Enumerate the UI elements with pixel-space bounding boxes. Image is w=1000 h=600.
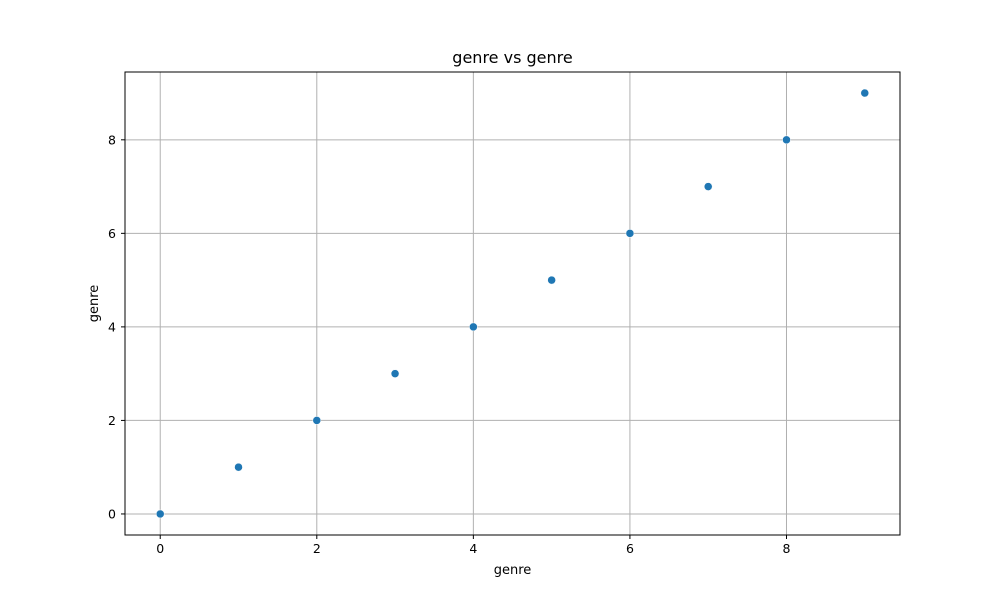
data-point <box>860 88 870 98</box>
data-point <box>312 416 322 425</box>
data-point <box>703 182 713 191</box>
y-tick-label: 2 <box>108 413 116 428</box>
x-tick-label: 4 <box>469 541 477 556</box>
x-tick-label: 6 <box>626 541 634 556</box>
axis-ticks: 0 2 4 6 8 0 2 4 6 8 <box>108 132 790 556</box>
data-point <box>155 509 165 519</box>
y-tick-label: 6 <box>108 226 116 241</box>
data-point <box>782 135 791 145</box>
x-tick-label: 8 <box>783 541 791 556</box>
y-tick-label: 0 <box>108 506 116 521</box>
plot-area-frame <box>124 71 901 536</box>
data-point <box>547 275 556 285</box>
chart-title: genre vs genre <box>452 48 572 67</box>
y-tick-label: 4 <box>108 319 116 334</box>
data-point <box>390 369 400 378</box>
y-tick-label: 8 <box>108 132 116 147</box>
data-point <box>234 462 243 472</box>
y-axis-label: genre <box>87 285 102 323</box>
grid-lines <box>125 72 900 535</box>
data-point <box>469 322 478 332</box>
x-axis-label: genre <box>494 563 532 578</box>
data-point <box>625 229 635 238</box>
x-tick-label: 2 <box>313 541 321 556</box>
x-tick-label: 0 <box>156 541 164 556</box>
data-points <box>155 88 870 519</box>
